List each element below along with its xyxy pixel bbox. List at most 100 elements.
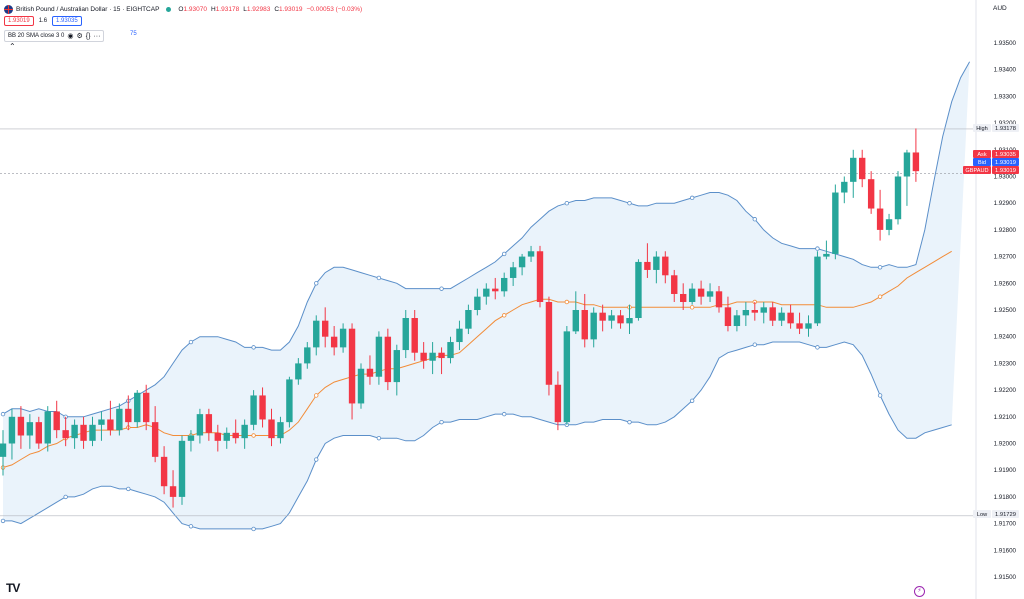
eye-icon[interactable]: ◉ [67,33,74,40]
more-icon[interactable]: ··· [93,32,101,40]
candle-body [53,411,60,431]
candle [134,390,141,428]
candle-body [608,315,615,321]
settings-icon[interactable]: ⚙ [76,33,83,40]
lightning-icon[interactable]: ⚡ [914,586,925,597]
candle [653,251,660,284]
candle [456,320,463,351]
candle [617,310,624,329]
candle [572,291,579,335]
price-tick-label: 1.92100 [994,414,1017,421]
candle [169,470,177,508]
buy-button[interactable]: 1.93035 [52,16,82,26]
bb-lower-point [815,345,820,350]
ohlc-values: O1.93070 H1.93178 L1.92983 C1.93019 −0.0… [178,5,363,13]
candle [53,400,60,439]
candle [715,285,723,313]
candle-body [0,443,7,457]
collapse-chevron-icon[interactable]: ⌃ [9,42,16,51]
candle [841,176,848,204]
candle [465,304,472,335]
candle-body [160,456,168,487]
candle [107,400,114,436]
candle-body [751,310,758,313]
price-tick-label: 1.92000 [994,441,1017,448]
indicator-value-tail: 75 [130,31,137,37]
price-tick-label: 1.93500 [994,40,1017,47]
candle-body [420,352,427,361]
marker-value-label: 1.93019 [995,160,1016,166]
bb-basis-point [689,305,695,310]
tradingview-logo[interactable]: TV [6,581,20,595]
candle-body [733,315,741,327]
candle-body [169,486,177,497]
price-tick-label: 1.92800 [994,227,1017,234]
marker-tag-label: Low [977,512,988,518]
price-tick-label: 1.92900 [994,200,1017,207]
candle [626,304,633,335]
price-marker-high: High 1.93178 [973,124,1019,132]
candle-body [662,256,669,276]
source-code-icon[interactable]: {} [85,32,91,40]
candle [545,296,553,396]
price-markers: High 1.93178 Ask 1.93035 Bid 1.93019 GBPAUD 1.9… [963,124,1019,518]
candle-body [599,312,606,321]
bb-lower-point [439,419,444,425]
price-tick-label: 1.91800 [994,494,1017,501]
candle [8,408,16,460]
candle-body [518,256,526,268]
candle [894,171,902,225]
candle [17,406,25,449]
marker-value-label: 1.91729 [995,512,1016,518]
candle [232,419,239,444]
price-axis[interactable]: 1.935001.934001.933001.932001.931001.930… [994,40,1017,581]
candle [71,419,78,449]
candle-body [894,176,902,220]
bb-upper-point [752,217,757,222]
candle [286,376,293,428]
candle [214,424,221,452]
symbol-title[interactable]: British Pound / Australian Dollar · 15 ·… [16,5,160,13]
candle [644,243,651,278]
candle [662,251,669,284]
candle [554,371,562,431]
candle-body [17,416,25,436]
candle [151,406,159,463]
currency-label[interactable]: AUD [993,5,1007,12]
candle-body [680,293,687,302]
candle-body [178,440,186,497]
candle-body [760,307,767,313]
candle [536,245,544,308]
candle [438,347,445,375]
candle [474,288,481,316]
candle-body [304,347,311,364]
bb-lower-point [502,411,507,417]
bb-lower-point [0,518,6,524]
indicator-legend[interactable]: BB 20 SMA close 3 0 ◉ ⚙ {} ··· [4,30,105,42]
gbp-flag-icon [4,4,13,14]
candle-body [706,291,714,297]
sell-button[interactable]: 1.93019 [4,16,34,26]
bb-upper-point [689,195,695,201]
candle-body [492,288,499,292]
candle-body [581,310,588,340]
candle-body [438,352,445,359]
marker-value-bg [992,510,1019,518]
candle [671,269,678,302]
candle [348,323,356,420]
candle-body [832,192,839,254]
candle [850,149,857,198]
marker-tag-label: High [976,126,988,132]
candle-body [769,307,776,321]
candle [384,328,392,391]
bb-upper-point [564,200,570,206]
candle-body [250,395,257,425]
candle-body [196,414,204,436]
candle-body [214,432,221,441]
candle [733,310,741,332]
bb-upper-point [0,411,6,417]
candle-body [805,323,812,329]
candle [160,446,168,495]
price-tick-label: 1.93400 [994,67,1017,74]
